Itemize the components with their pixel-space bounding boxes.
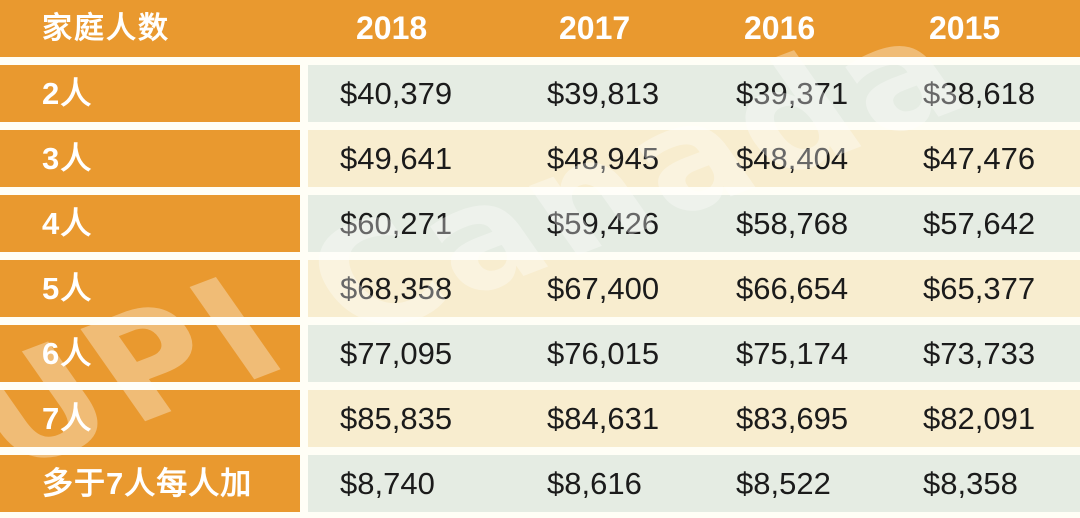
- value-cell: $39,371: [736, 76, 849, 111]
- value-cell: $60,271: [340, 206, 453, 241]
- value-cell: $38,618: [923, 76, 1036, 111]
- row-values-band: $8,740 $8,616 $8,522 $8,358: [308, 455, 1080, 512]
- row-label: 2人: [0, 65, 300, 122]
- row-values-band: $68,358 $67,400 $66,654 $65,377: [308, 260, 1080, 317]
- value-cell: $58,768: [736, 206, 849, 241]
- row-values-band: $40,379 $39,813 $39,371 $38,618: [308, 65, 1080, 122]
- value-cell: $49,641: [340, 141, 453, 176]
- row-label: 6人: [0, 325, 300, 382]
- column-header-year-2016: 2016: [744, 10, 816, 46]
- row-values-band: $77,095 $76,015 $75,174 $73,733: [308, 325, 1080, 382]
- value-cell: $83,695: [736, 401, 849, 436]
- value-cell: $47,476: [923, 141, 1036, 176]
- value-cell: $85,835: [340, 401, 453, 436]
- value-cell: $68,358: [340, 271, 453, 306]
- value-cell: $84,631: [547, 401, 660, 436]
- table-row: 5人 $68,358 $67,400 $66,654 $65,377: [0, 260, 1080, 317]
- table-row: 3人 $49,641 $48,945 $48,404 $47,476: [0, 130, 1080, 187]
- row-label: 7人: [0, 390, 300, 447]
- value-cell: $75,174: [736, 336, 849, 371]
- row-label: 多于7人每人加: [0, 455, 300, 512]
- value-cell: $77,095: [340, 336, 453, 371]
- value-cell: $8,740: [340, 466, 435, 501]
- table-header-row: 家庭人数 2018 2017 2016 2015: [0, 0, 1080, 57]
- row-values-band: $60,271 $59,426 $58,768 $57,642: [308, 195, 1080, 252]
- row-label: 3人: [0, 130, 300, 187]
- column-header-family-size: 家庭人数: [42, 12, 170, 45]
- column-header-year-2015: 2015: [929, 10, 1001, 46]
- value-cell: $8,358: [923, 466, 1018, 501]
- value-cell: $40,379: [340, 76, 453, 111]
- table-row: 多于7人每人加 $8,740 $8,616 $8,522 $8,358: [0, 455, 1080, 512]
- table-row: 4人 $60,271 $59,426 $58,768 $57,642: [0, 195, 1080, 252]
- row-label: 4人: [0, 195, 300, 252]
- column-header-year-2017: 2017: [559, 10, 631, 46]
- row-values-band: $49,641 $48,945 $48,404 $47,476: [308, 130, 1080, 187]
- value-cell: $65,377: [923, 271, 1036, 306]
- value-cell: $76,015: [547, 336, 660, 371]
- value-cell: $67,400: [547, 271, 660, 306]
- table-row: 2人 $40,379 $39,813 $39,371 $38,618: [0, 65, 1080, 122]
- value-cell: $8,522: [736, 466, 831, 501]
- value-cell: $8,616: [547, 466, 642, 501]
- value-cell: $57,642: [923, 206, 1036, 241]
- row-label: 5人: [0, 260, 300, 317]
- row-values-band: $85,835 $84,631 $83,695 $82,091: [308, 390, 1080, 447]
- value-cell: $59,426: [547, 206, 660, 241]
- value-cell: $66,654: [736, 271, 849, 306]
- table-row: 7人 $85,835 $84,631 $83,695 $82,091: [0, 390, 1080, 447]
- column-header-year-2018: 2018: [356, 10, 428, 46]
- header-years: 2018 2017 2016 2015: [308, 0, 1080, 57]
- value-cell: $48,945: [547, 141, 660, 176]
- value-cell: $48,404: [736, 141, 849, 176]
- value-cell: $73,733: [923, 336, 1036, 371]
- table-row: 6人 $77,095 $76,015 $75,174 $73,733: [0, 325, 1080, 382]
- value-cell: $82,091: [923, 401, 1036, 436]
- value-cell: $39,813: [547, 76, 660, 111]
